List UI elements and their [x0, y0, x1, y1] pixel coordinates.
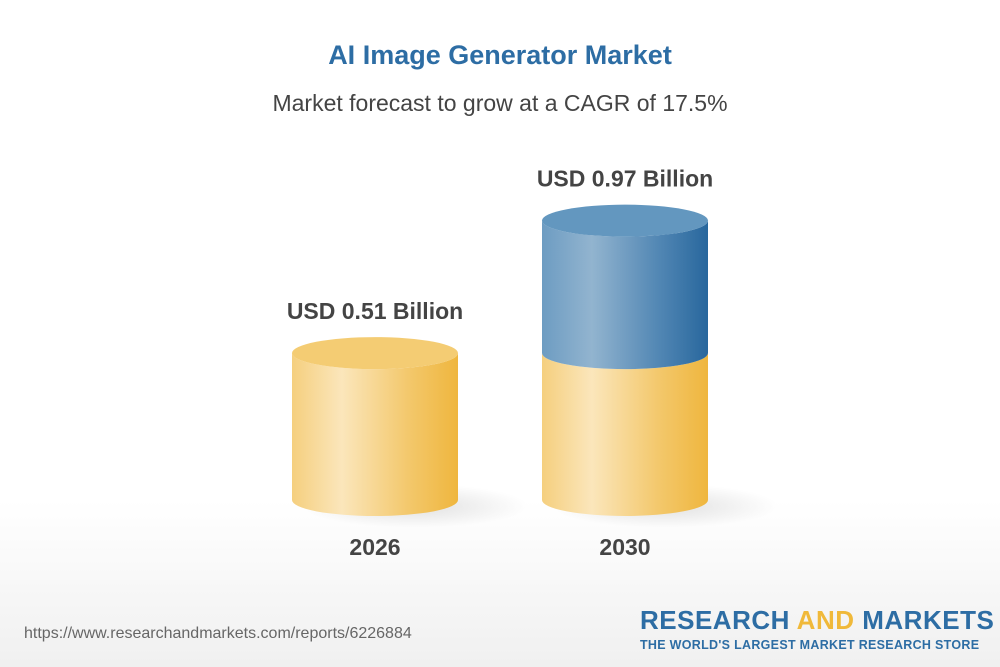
category-label: 2030 — [599, 534, 650, 560]
bar-base-2030-body — [542, 353, 708, 516]
logo-text: MARKETS — [854, 605, 995, 635]
bar-top-2030 — [542, 204, 708, 237]
research-and-markets-logo: RESEARCH AND MARKETS THE WORLD'S LARGEST… — [640, 605, 994, 652]
bar-base-2026-body — [292, 353, 458, 516]
data-label: USD 0.51 Billion — [287, 298, 463, 324]
chart-title: AI Image Generator Market — [328, 40, 672, 70]
logo-tagline: THE WORLD'S LARGEST MARKET RESEARCH STOR… — [640, 638, 980, 652]
chart-subtitle: Market forecast to grow at a CAGR of 17.… — [272, 90, 728, 116]
logo-text-and: AND — [796, 605, 855, 635]
data-label: USD 0.97 Billion — [537, 166, 713, 192]
bar-top-2026 — [292, 337, 458, 370]
bar-growth-2030-body — [542, 220, 708, 370]
source-url[interactable]: https://www.researchandmarkets.com/repor… — [24, 625, 412, 642]
category-label: 2026 — [349, 534, 400, 560]
cylinder-chart: USD 0.51 Billion 2026 USD 0.97 Billion 2030 — [287, 166, 778, 560]
logo-text: RESEARCH — [640, 605, 797, 635]
